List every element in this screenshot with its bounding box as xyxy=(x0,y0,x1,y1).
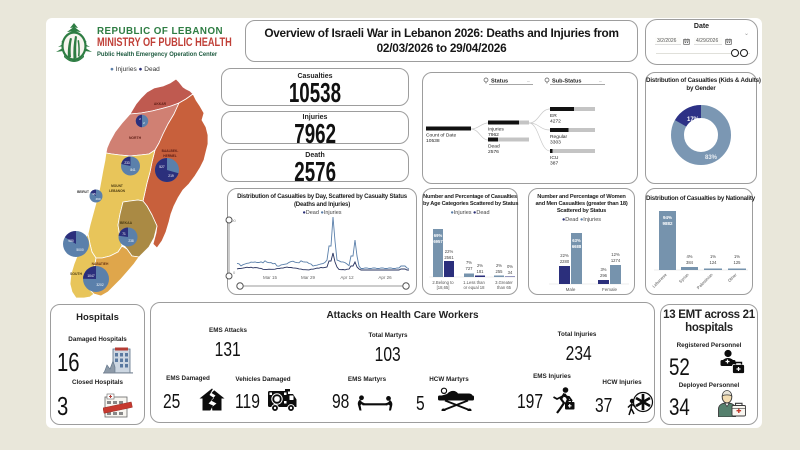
svg-text:Female: Female xyxy=(602,287,618,292)
svg-text:3202: 3202 xyxy=(96,283,104,287)
svg-text:BEKAA: BEKAA xyxy=(120,221,133,225)
svg-text:2280: 2280 xyxy=(560,259,570,264)
svg-text:1%: 1% xyxy=(710,254,716,259)
svg-text:Apr 12: Apr 12 xyxy=(340,275,354,280)
svg-text:ICU: ICU xyxy=(550,155,559,161)
svg-text:22%: 22% xyxy=(445,249,454,254)
svg-text:Mar 29: Mar 29 xyxy=(301,275,316,280)
svg-text:BEIRUT: BEIRUT xyxy=(77,190,89,194)
svg-text:6688: 6688 xyxy=(572,244,582,249)
svg-text:2%: 2% xyxy=(477,263,483,268)
svg-text:71: 71 xyxy=(122,232,126,236)
svg-text:238: 238 xyxy=(128,239,134,243)
svg-text:0%: 0% xyxy=(507,264,513,269)
svg-text:BAALBEK-: BAALBEK- xyxy=(162,149,179,153)
svg-text:Dead: Dead xyxy=(488,144,500,150)
svg-text:2.Belong to: 2.Belong to xyxy=(432,280,454,285)
svg-text:296: 296 xyxy=(600,273,608,278)
svg-text:34: 34 xyxy=(508,270,513,275)
svg-text:Apr 26: Apr 26 xyxy=(378,275,392,280)
svg-text:Syrian: Syrian xyxy=(678,272,690,284)
svg-text:69%: 69% xyxy=(434,233,443,238)
svg-text:Mar 15: Mar 15 xyxy=(263,275,278,280)
svg-text:841: 841 xyxy=(130,168,136,172)
svg-text:Count of Date: Count of Date xyxy=(426,133,456,139)
svg-text:12%: 12% xyxy=(611,252,620,257)
svg-text:1047: 1047 xyxy=(87,274,95,278)
svg-text:2: 2 xyxy=(143,121,145,125)
svg-text:HERMEL: HERMEL xyxy=(163,154,177,158)
svg-text:727: 727 xyxy=(466,266,474,271)
svg-text:6957: 6957 xyxy=(433,239,443,244)
svg-text:Injuries: Injuries xyxy=(488,127,504,133)
svg-text:124: 124 xyxy=(710,260,718,265)
svg-text:Lebanese: Lebanese xyxy=(651,272,668,289)
svg-text:490: 490 xyxy=(95,197,100,201)
svg-text:0: 0 xyxy=(233,270,236,275)
svg-text:63%: 63% xyxy=(572,238,581,243)
svg-text:181: 181 xyxy=(477,269,485,274)
svg-text:Palestinian: Palestinian xyxy=(696,272,714,290)
svg-text:22%: 22% xyxy=(560,253,569,258)
svg-text:9882: 9882 xyxy=(662,221,673,226)
svg-text:2576: 2576 xyxy=(488,149,499,155)
svg-text:than 65: than 65 xyxy=(497,285,512,290)
svg-text:–: – xyxy=(527,79,530,85)
svg-text:1.Less than: 1.Less than xyxy=(463,280,485,285)
svg-text:94%: 94% xyxy=(663,215,672,220)
svg-text:233: 233 xyxy=(124,161,130,165)
svg-text:387: 387 xyxy=(550,161,558,167)
svg-text:AKKAR: AKKAR xyxy=(154,102,167,106)
svg-text:NORTH: NORTH xyxy=(129,136,142,140)
svg-text:SOUTH: SOUTH xyxy=(70,272,82,276)
svg-text:95: 95 xyxy=(92,192,96,196)
svg-text:Male: Male xyxy=(566,287,576,292)
svg-text:2: 2 xyxy=(139,117,141,121)
svg-text:1274: 1274 xyxy=(611,258,621,263)
svg-text:Regular: Regular xyxy=(550,134,567,140)
svg-text:3%: 3% xyxy=(600,267,606,272)
svg-text:3.Greater: 3.Greater xyxy=(495,280,513,285)
svg-text:[18,65]: [18,65] xyxy=(437,285,450,290)
svg-text:LEBANON: LEBANON xyxy=(109,189,125,193)
svg-text:or equal 18: or equal 18 xyxy=(464,285,486,290)
svg-text:4%: 4% xyxy=(686,254,692,259)
svg-text:83%: 83% xyxy=(705,155,718,161)
svg-text:2561: 2561 xyxy=(444,255,454,260)
svg-text:3303: 3303 xyxy=(550,140,561,146)
svg-text:MOUNT: MOUNT xyxy=(111,184,123,188)
svg-text:980: 980 xyxy=(68,239,74,243)
svg-text:10538: 10538 xyxy=(426,138,440,144)
svg-text:1%: 1% xyxy=(734,254,740,259)
svg-text:500: 500 xyxy=(229,218,236,223)
svg-text:4272: 4272 xyxy=(550,119,561,125)
svg-text:527: 527 xyxy=(159,165,165,169)
svg-text:Status: Status xyxy=(491,79,508,85)
svg-text:255: 255 xyxy=(496,269,504,274)
svg-text:–: – xyxy=(599,79,602,85)
svg-text:7%: 7% xyxy=(466,260,472,265)
svg-text:219: 219 xyxy=(168,174,174,178)
svg-text:2%: 2% xyxy=(496,263,502,268)
svg-text:Sub-Status: Sub-Status xyxy=(552,79,582,85)
svg-text:125: 125 xyxy=(734,260,742,265)
svg-text:17%: 17% xyxy=(687,117,700,123)
svg-text:5000: 5000 xyxy=(76,248,84,252)
svg-text:ER: ER xyxy=(550,113,557,119)
svg-text:NABATIEH: NABATIEH xyxy=(92,262,109,266)
svg-text:Other: Other xyxy=(727,272,738,283)
svg-text:384: 384 xyxy=(686,260,694,265)
svg-text:7962: 7962 xyxy=(488,132,499,138)
